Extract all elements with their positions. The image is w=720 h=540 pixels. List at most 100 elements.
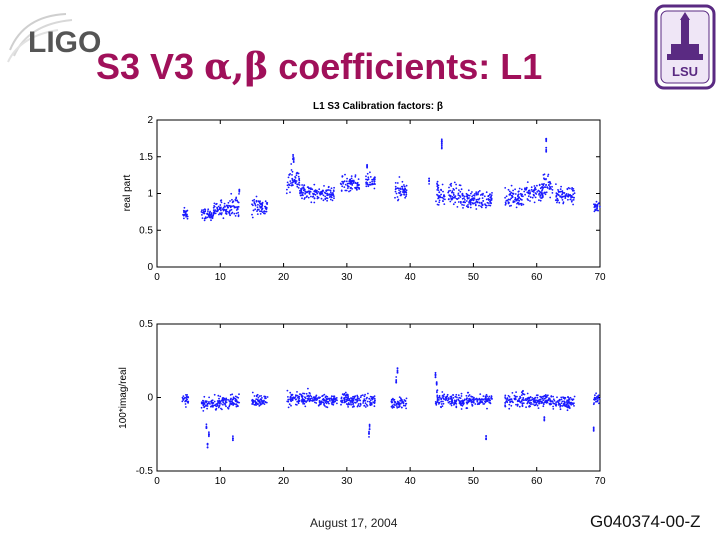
data-point <box>259 213 262 215</box>
data-point <box>405 189 408 192</box>
data-point <box>237 214 240 217</box>
data-point <box>564 197 567 199</box>
data-point <box>186 209 189 212</box>
data-point <box>454 197 456 199</box>
data-point <box>470 199 472 202</box>
data-point <box>560 402 563 405</box>
data-point <box>485 198 488 201</box>
x-tick-label: 30 <box>341 476 353 487</box>
data-point <box>522 402 525 405</box>
data-point <box>219 212 222 215</box>
data-point <box>365 183 368 185</box>
data-point <box>324 400 327 402</box>
data-point <box>452 394 454 396</box>
data-point <box>457 194 460 196</box>
data-point <box>295 174 298 177</box>
data-point <box>363 395 366 398</box>
data-point <box>297 187 300 189</box>
data-point <box>399 192 401 194</box>
data-point <box>316 398 318 401</box>
data-point <box>572 398 575 401</box>
data-point <box>297 402 300 405</box>
data-point <box>549 185 551 188</box>
data-point <box>369 181 371 184</box>
y-tick-label: 0 <box>147 262 153 273</box>
data-point <box>360 394 363 397</box>
data-point <box>373 187 376 190</box>
data-point <box>332 403 335 406</box>
data-point <box>236 207 239 209</box>
data-point <box>403 399 406 401</box>
data-point <box>348 180 351 183</box>
data-point <box>489 401 491 404</box>
data-point <box>479 393 482 395</box>
data-point <box>374 399 376 402</box>
data-point <box>367 176 370 179</box>
data-point <box>455 399 458 401</box>
data-point <box>538 402 540 405</box>
data-point <box>218 399 221 402</box>
data-point <box>231 393 234 396</box>
data-point <box>440 193 442 196</box>
data-point <box>599 205 601 208</box>
data-point <box>222 401 225 404</box>
data-point <box>217 205 220 208</box>
data-point <box>309 392 311 395</box>
data-point <box>594 397 596 400</box>
data-point <box>260 206 263 208</box>
data-point <box>527 191 529 193</box>
data-point <box>321 192 324 195</box>
data-point <box>367 185 370 188</box>
data-point <box>510 404 513 407</box>
data-point-outlier <box>292 155 294 157</box>
data-point-outlier <box>366 166 368 169</box>
data-point-outlier <box>545 146 548 149</box>
data-point <box>185 214 187 216</box>
data-point <box>301 395 304 398</box>
data-point <box>346 399 349 402</box>
data-point <box>288 403 291 406</box>
data-point <box>235 212 238 215</box>
data-point <box>324 198 327 201</box>
data-point <box>229 200 231 202</box>
data-point <box>291 181 294 184</box>
data-point <box>309 394 312 397</box>
data-point <box>235 199 237 202</box>
data-point <box>442 394 444 397</box>
data-point <box>226 210 229 213</box>
data-point <box>472 398 475 401</box>
data-point <box>535 403 538 405</box>
data-point <box>200 211 203 213</box>
data-point <box>256 398 259 401</box>
data-point <box>530 188 533 191</box>
data-point <box>537 189 540 192</box>
data-point <box>549 182 551 184</box>
data-point <box>351 184 354 186</box>
data-point <box>304 197 306 199</box>
data-point <box>507 188 510 191</box>
data-point <box>286 184 289 187</box>
data-point <box>205 401 207 404</box>
data-point <box>537 407 540 409</box>
data-point <box>252 209 255 212</box>
data-point <box>209 210 211 213</box>
data-point <box>233 212 236 215</box>
data-point <box>539 398 542 401</box>
data-point <box>391 404 394 407</box>
data-point <box>258 401 261 404</box>
data-point <box>465 205 468 208</box>
data-point <box>291 178 294 180</box>
data-point <box>558 191 560 193</box>
data-point <box>324 195 327 198</box>
data-point <box>212 214 215 216</box>
data-point <box>373 405 376 408</box>
data-point <box>212 206 215 209</box>
data-point <box>310 395 313 398</box>
data-point <box>306 395 309 398</box>
data-point <box>512 189 514 192</box>
data-point <box>572 203 574 206</box>
data-point <box>489 193 491 196</box>
data-point <box>559 406 561 408</box>
data-point <box>465 195 468 198</box>
data-point-outlier <box>205 423 208 426</box>
